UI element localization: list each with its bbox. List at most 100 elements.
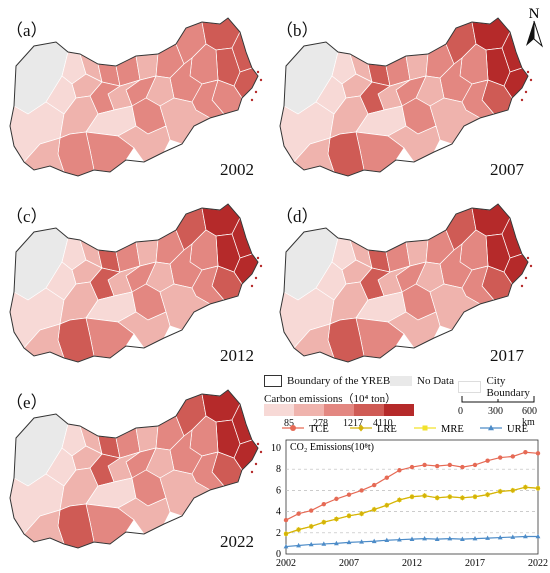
marker-lre	[535, 485, 541, 492]
marker-tce	[397, 468, 402, 473]
marker-ure	[434, 536, 440, 541]
marker-tce	[334, 496, 339, 502]
marker-lre	[485, 491, 490, 498]
marker-ure	[510, 534, 516, 539]
marker-ure	[334, 540, 339, 546]
island-mark	[256, 442, 260, 446]
island-mark	[254, 462, 258, 466]
carbon-ramp	[264, 404, 414, 416]
break-2: 278	[313, 418, 328, 429]
north-letter: N	[529, 6, 540, 22]
island-mark	[520, 98, 524, 102]
panel-label: （e）	[6, 393, 48, 412]
legend-marker-mre	[422, 425, 428, 431]
marker-ure	[296, 542, 301, 548]
map-legend: Boundary of the YREB No Data City Bounda…	[262, 372, 550, 432]
nodata-swatch	[390, 376, 412, 386]
island-mark	[524, 276, 528, 280]
island-mark	[254, 276, 258, 280]
yreb-boundary	[9, 17, 259, 177]
marker-lre	[334, 516, 339, 522]
north-arrow-icon: N	[526, 6, 544, 48]
marker-tce	[435, 463, 440, 469]
marker-ure	[460, 536, 465, 541]
marker-ure	[535, 533, 541, 539]
marker-ure	[346, 539, 352, 545]
x-tick-label: 2007	[339, 558, 359, 569]
break-4: 4110	[373, 418, 393, 429]
island-mark	[259, 450, 263, 454]
panel-label: （c）	[6, 207, 48, 226]
marker-tce	[472, 462, 478, 468]
marker-tce	[523, 450, 528, 455]
map-panel-2007: （b） 2007	[276, 14, 538, 194]
marker-ure	[384, 537, 390, 543]
island-mark	[520, 284, 524, 288]
marker-ure	[397, 537, 402, 542]
north-arrow: N	[522, 4, 546, 48]
marker-tce	[485, 458, 490, 463]
ramp-class-1	[264, 404, 294, 416]
yreb-boundary	[9, 203, 259, 363]
legend-label-mre: MRE	[441, 424, 464, 435]
marker-tce	[422, 462, 427, 468]
map-2022	[9, 389, 263, 549]
island-mark	[529, 264, 533, 268]
y-tick-label: 4	[276, 507, 281, 518]
marker-tce	[409, 464, 415, 470]
ramp-class-4	[354, 404, 384, 416]
y-tick-label: 10	[271, 443, 281, 454]
yreb-boundary	[9, 389, 259, 549]
legend-boundary: Boundary of the YREB	[264, 375, 390, 387]
legend-label-lre: LRE	[377, 424, 397, 435]
island-mark	[256, 70, 260, 74]
yreb-boundary	[279, 203, 529, 363]
panel-label: （a）	[6, 21, 48, 40]
series-line-tce	[285, 451, 539, 521]
panel-label: （b）	[276, 21, 319, 40]
scale-tick-300: 300	[488, 406, 503, 417]
panel-year: 2002	[220, 160, 254, 179]
chart-title: CO₂ Emissions(10⁸t)	[290, 442, 374, 453]
boundary-swatch	[264, 375, 282, 387]
island-mark	[254, 90, 258, 94]
ramp-class-2	[294, 404, 324, 416]
scale-bar: 0 300 600 km	[458, 394, 548, 428]
marker-tce	[384, 475, 389, 480]
marker-lre	[283, 531, 289, 537]
island-mark	[526, 256, 530, 260]
legend-marker-ure	[488, 424, 494, 431]
y-tick-label: 6	[276, 485, 281, 496]
marker-ure	[422, 536, 427, 541]
island-mark	[250, 284, 254, 288]
marker-lre	[422, 492, 427, 499]
marker-ure	[523, 533, 528, 539]
map-panel-2022: （e） 2022	[6, 386, 268, 566]
marker-ure	[283, 543, 289, 549]
legend-label-tce: TCE	[309, 424, 329, 435]
scale-tick-600: 600 km	[522, 406, 537, 428]
marker-lre	[321, 519, 327, 525]
legend-city: City Boundary	[458, 375, 550, 399]
marker-tce	[460, 464, 465, 470]
marker-tce	[447, 462, 452, 468]
panel-year: 2017	[490, 346, 524, 365]
marker-ure	[447, 536, 453, 541]
marker-ure	[409, 536, 415, 541]
emissions-chart: 0 2 4 6 8 10 2002 2007 2012 2017 2022 CO₂ Emissions…	[271, 424, 548, 569]
legend-marker-lre	[358, 424, 364, 432]
legend-marker-tce	[290, 425, 296, 431]
y-tick-label: 0	[276, 549, 281, 560]
map-2002	[9, 17, 263, 177]
legend-nodata: No Data	[390, 375, 454, 387]
legend-label-ure: URE	[507, 424, 528, 435]
break-1: 85	[284, 418, 294, 429]
marker-tce	[346, 492, 352, 497]
x-tick-label: 2002	[276, 558, 296, 569]
marker-tce	[309, 508, 314, 513]
marker-tce	[283, 517, 289, 523]
yreb-boundary	[279, 17, 529, 177]
marker-lre	[460, 495, 465, 501]
island-mark	[256, 256, 260, 260]
island-mark	[524, 90, 528, 94]
